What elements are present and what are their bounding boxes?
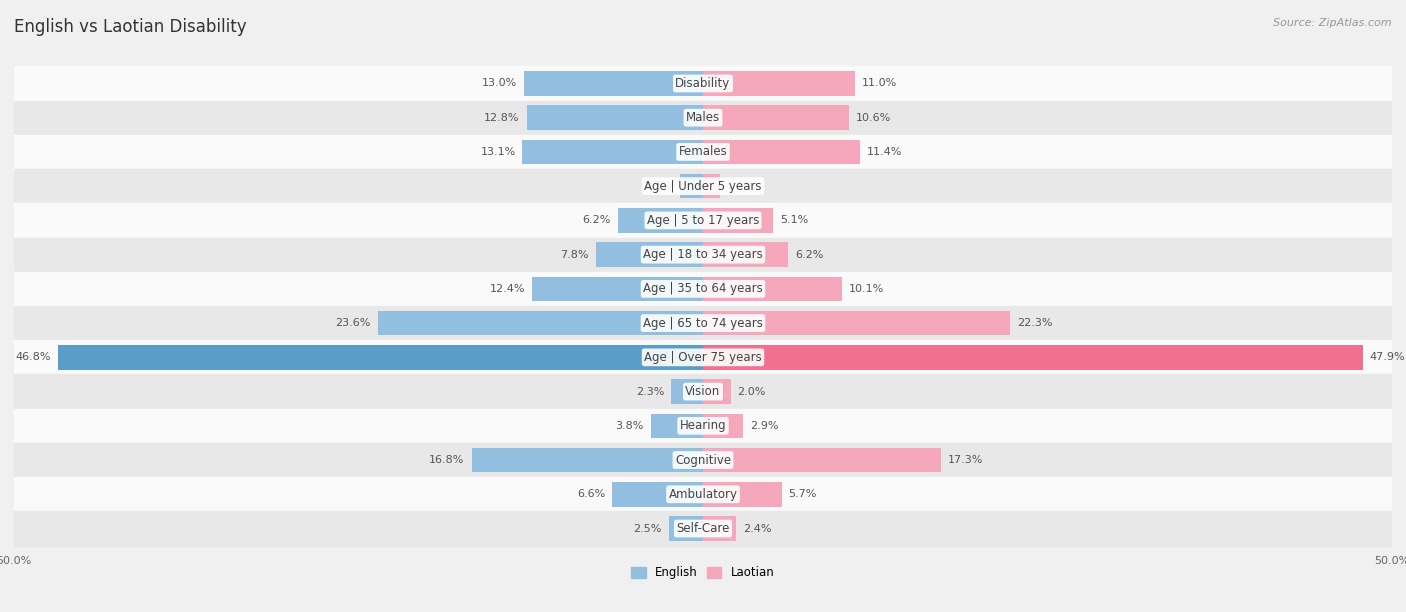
Bar — [703, 311, 1011, 335]
Text: 2.5%: 2.5% — [633, 523, 662, 534]
Text: Age | 5 to 17 years: Age | 5 to 17 years — [647, 214, 759, 227]
Text: Age | 65 to 74 years: Age | 65 to 74 years — [643, 316, 763, 330]
Text: 2.9%: 2.9% — [749, 421, 779, 431]
Bar — [612, 482, 703, 507]
Text: Age | Under 5 years: Age | Under 5 years — [644, 180, 762, 193]
Bar — [58, 345, 703, 370]
Text: 1.7%: 1.7% — [644, 181, 672, 191]
Bar — [669, 516, 703, 541]
Text: 23.6%: 23.6% — [336, 318, 371, 328]
Bar — [14, 375, 1392, 409]
Bar — [527, 105, 703, 130]
Text: Hearing: Hearing — [679, 419, 727, 432]
Text: 10.1%: 10.1% — [849, 284, 884, 294]
Text: 16.8%: 16.8% — [429, 455, 464, 465]
Bar — [679, 174, 703, 198]
Bar — [703, 174, 720, 198]
Text: Age | Over 75 years: Age | Over 75 years — [644, 351, 762, 364]
Bar — [703, 105, 849, 130]
Bar — [703, 345, 1362, 370]
Bar — [471, 448, 703, 472]
Bar — [703, 379, 731, 404]
Text: Source: ZipAtlas.com: Source: ZipAtlas.com — [1274, 18, 1392, 28]
Text: 2.3%: 2.3% — [636, 387, 665, 397]
Bar — [14, 203, 1392, 237]
Text: 3.8%: 3.8% — [616, 421, 644, 431]
Bar — [14, 135, 1392, 169]
Text: Females: Females — [679, 146, 727, 159]
Bar — [651, 414, 703, 438]
Text: 5.1%: 5.1% — [780, 215, 808, 225]
Bar — [14, 477, 1392, 512]
Bar — [703, 448, 942, 472]
Bar — [703, 140, 860, 164]
Bar — [14, 409, 1392, 443]
Text: 7.8%: 7.8% — [560, 250, 589, 259]
Bar — [378, 311, 703, 335]
Text: 12.4%: 12.4% — [489, 284, 526, 294]
Bar — [671, 379, 703, 404]
Bar — [617, 208, 703, 233]
Text: English vs Laotian Disability: English vs Laotian Disability — [14, 18, 246, 36]
Bar — [703, 71, 855, 96]
Text: Males: Males — [686, 111, 720, 124]
Text: 6.2%: 6.2% — [796, 250, 824, 259]
Text: 12.8%: 12.8% — [484, 113, 520, 122]
Bar — [14, 306, 1392, 340]
Text: 5.7%: 5.7% — [789, 490, 817, 499]
Bar — [14, 169, 1392, 203]
Bar — [703, 277, 842, 301]
Bar — [596, 242, 703, 267]
Text: 47.9%: 47.9% — [1369, 353, 1406, 362]
Bar — [703, 516, 737, 541]
Text: Vision: Vision — [685, 385, 721, 398]
Text: Self-Care: Self-Care — [676, 522, 730, 535]
Text: 6.6%: 6.6% — [576, 490, 605, 499]
Bar — [14, 512, 1392, 546]
Bar — [703, 414, 742, 438]
Bar — [531, 277, 703, 301]
Bar — [14, 443, 1392, 477]
Text: 13.1%: 13.1% — [481, 147, 516, 157]
Text: Cognitive: Cognitive — [675, 453, 731, 466]
Bar — [524, 71, 703, 96]
Text: 10.6%: 10.6% — [856, 113, 891, 122]
Text: 2.0%: 2.0% — [738, 387, 766, 397]
Bar — [14, 66, 1392, 100]
Legend: English, Laotian: English, Laotian — [627, 562, 779, 584]
Text: 1.2%: 1.2% — [727, 181, 755, 191]
Text: Ambulatory: Ambulatory — [668, 488, 738, 501]
Text: 11.0%: 11.0% — [862, 78, 897, 89]
Text: Disability: Disability — [675, 77, 731, 90]
Bar — [14, 100, 1392, 135]
Text: Age | 18 to 34 years: Age | 18 to 34 years — [643, 248, 763, 261]
Text: 13.0%: 13.0% — [482, 78, 517, 89]
Text: 22.3%: 22.3% — [1017, 318, 1053, 328]
Text: 6.2%: 6.2% — [582, 215, 610, 225]
Bar — [523, 140, 703, 164]
Bar — [14, 272, 1392, 306]
Bar — [14, 237, 1392, 272]
Text: 2.4%: 2.4% — [742, 523, 772, 534]
Text: 46.8%: 46.8% — [15, 353, 51, 362]
Text: Age | 35 to 64 years: Age | 35 to 64 years — [643, 282, 763, 296]
Text: 17.3%: 17.3% — [948, 455, 984, 465]
Bar — [703, 208, 773, 233]
Bar — [14, 340, 1392, 375]
Bar — [703, 482, 782, 507]
Text: 11.4%: 11.4% — [868, 147, 903, 157]
Bar — [703, 242, 789, 267]
